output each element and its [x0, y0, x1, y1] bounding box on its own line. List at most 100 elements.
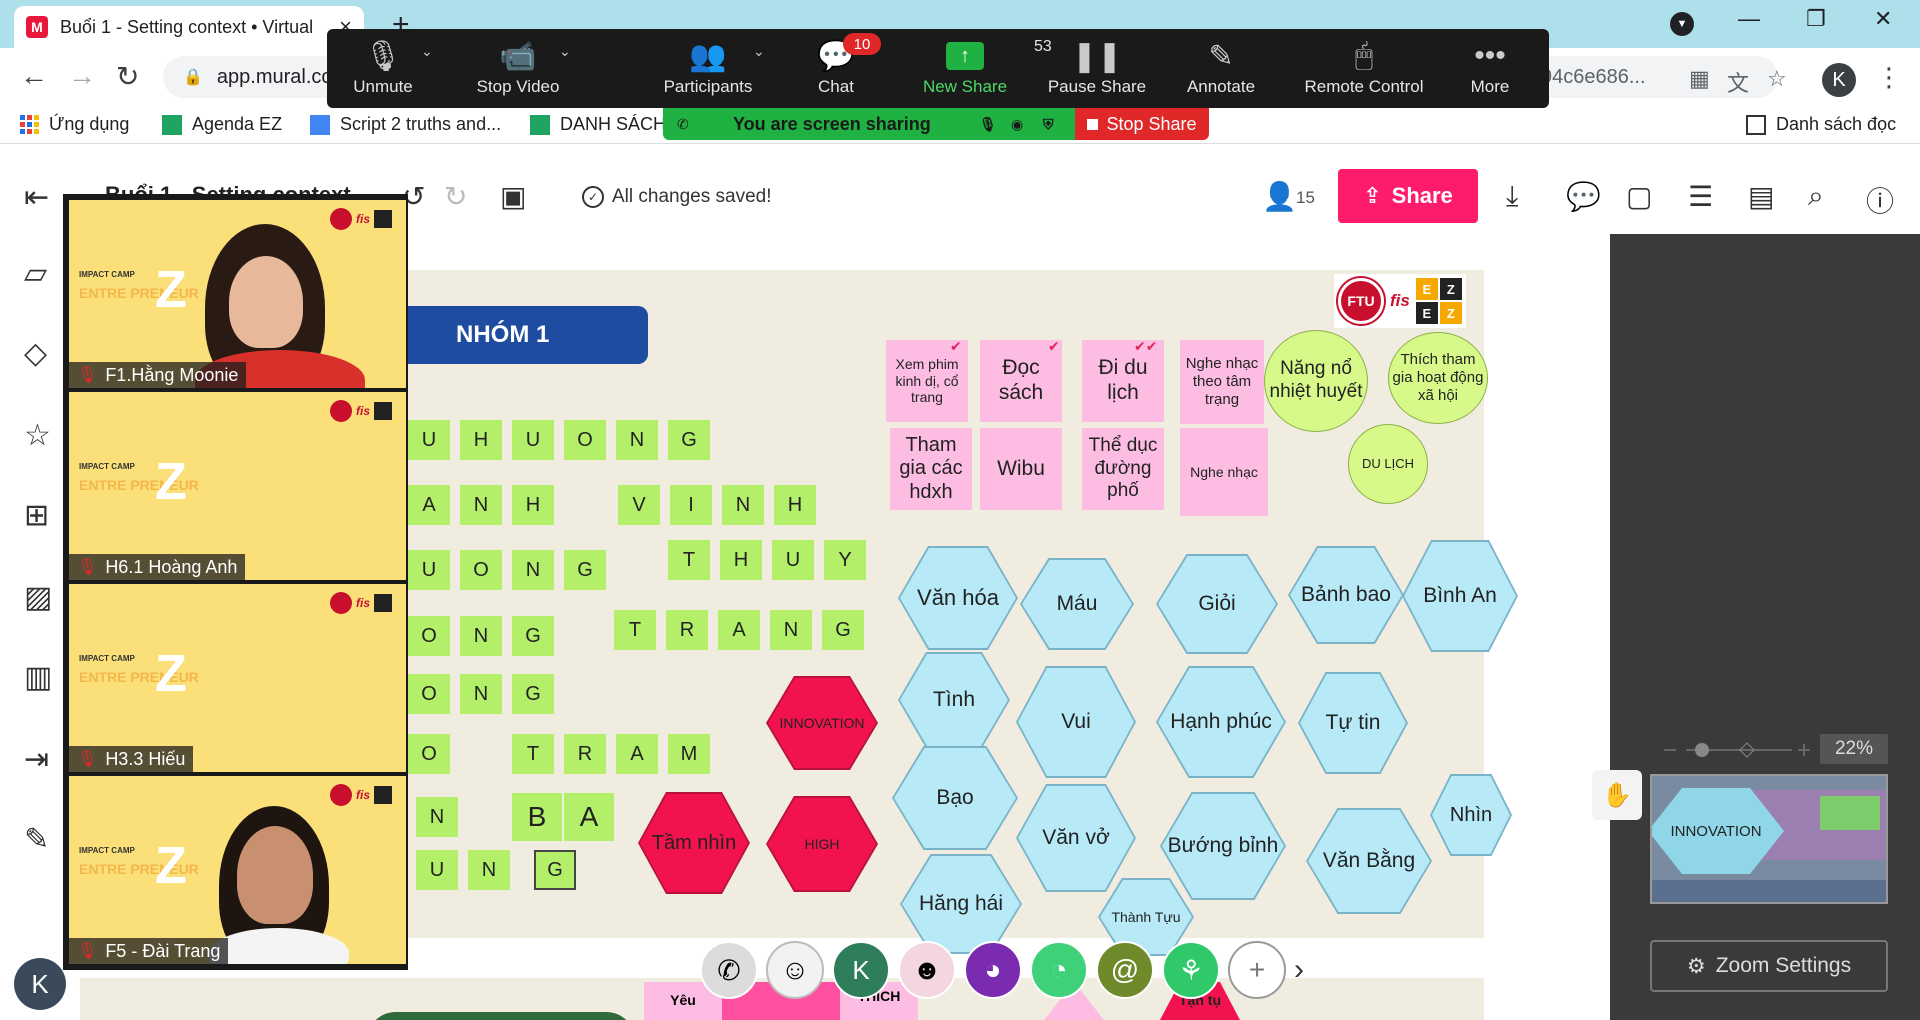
letter-tile[interactable]: O [408, 734, 450, 774]
translate-icon[interactable]: 文 [1727, 71, 1750, 96]
letter-tile[interactable]: V [618, 485, 660, 525]
unmute-button[interactable]: 🎙 Unmute [347, 35, 419, 97]
tab-search-icon[interactable]: ▼ [1670, 12, 1694, 36]
hex-note[interactable]: Giỏi [1156, 554, 1278, 654]
letter-tile[interactable]: A [408, 485, 450, 525]
letter-tile[interactable]: G [512, 616, 554, 656]
share-button[interactable]: ⇪ Share [1338, 169, 1478, 223]
letter-tile[interactable]: R [564, 734, 606, 774]
zoom-slider[interactable] [1662, 738, 1892, 762]
video-tile[interactable]: IMPACT CAMP ENTRE PRENEUR Z fis 🎙 H6.1 H… [69, 392, 406, 580]
browser-tab[interactable]: M Buổi 1 - Setting context • Virtual × [14, 6, 364, 48]
phone-icon[interactable]: ✆ [700, 941, 758, 999]
reload-icon[interactable]: ↻ [116, 61, 140, 92]
circle-note[interactable]: Năng nổ nhiệt huyết [1264, 330, 1368, 432]
sticky-note[interactable]: Đi du lịch [1082, 340, 1164, 422]
pen-icon[interactable]: ✎ [24, 823, 50, 856]
new-share-button[interactable]: ↑ New Share [913, 35, 1017, 97]
hex-note-red[interactable]: Tầm nhìn [638, 792, 750, 894]
timer-icon[interactable]: ▣ [500, 181, 527, 212]
collaborator-photo-icon[interactable]: ☻ [898, 941, 956, 999]
letter-tile[interactable]: B [512, 793, 562, 841]
letter-tile[interactable]: O [460, 550, 502, 590]
letter-tile[interactable]: H [460, 420, 502, 460]
letter-tile[interactable]: G [534, 850, 576, 890]
letter-tile[interactable]: G [668, 420, 710, 460]
hex-note[interactable]: Bướng bỉnh [1160, 792, 1286, 900]
forward-icon[interactable]: → [68, 60, 96, 91]
letter-tile[interactable]: O [564, 420, 606, 460]
letter-tile[interactable]: N [416, 797, 458, 837]
bookmark-danh-sach[interactable]: DANH SÁCH [530, 114, 666, 135]
hex-note[interactable]: Hạnh phúc [1156, 666, 1286, 778]
video-tile[interactable]: IMPACT CAMP ENTRE PRENEUR Z fis 🎙 F1.Hằn… [69, 200, 406, 388]
letter-tile[interactable]: G [512, 674, 554, 714]
window-close-icon[interactable]: ✕ [1874, 6, 1893, 31]
hex-note-red[interactable]: INNOVATION [766, 676, 878, 770]
letter-tile[interactable]: Y [824, 540, 866, 580]
letter-tile[interactable]: G [564, 550, 606, 590]
qr-icon[interactable]: ▦ [1689, 66, 1710, 91]
hex-note[interactable]: Tình [898, 652, 1010, 748]
minimap[interactable]: INNOVATION [1650, 774, 1888, 904]
partial-group-title[interactable] [366, 1012, 636, 1020]
letter-tile[interactable]: T [512, 734, 554, 774]
circle-note[interactable]: DU LỊCH [1348, 424, 1428, 504]
sticky-note[interactable]: Nghe nhạc theo tâm trạng [1180, 340, 1264, 424]
screen-sharing-indicator[interactable]: ✆ You are screen sharing 🎙 ◉ ⛨ [663, 108, 1075, 140]
comments-icon[interactable]: 💬 [1566, 181, 1601, 212]
more-button[interactable]: ••• More [1463, 35, 1517, 97]
annotate-button[interactable]: ✎ Annotate [1177, 35, 1265, 97]
hex-note[interactable]: Văn Bằng [1306, 808, 1432, 914]
letter-tile[interactable]: N [770, 610, 812, 650]
hex-note[interactable]: Văn vở [1016, 784, 1136, 892]
star-icon[interactable]: ☆ [24, 419, 51, 452]
participants-button[interactable]: 👥 Participants [633, 35, 783, 97]
letter-tile[interactable]: N [468, 850, 510, 890]
hand-tool-icon[interactable]: ✋ [1592, 770, 1642, 820]
sticky-note[interactable]: Wibu [980, 428, 1062, 510]
letter-tile[interactable]: O [408, 616, 450, 656]
activity-icon[interactable]: ☰ [1688, 181, 1714, 212]
download-icon[interactable]: ⤓ [1506, 180, 1519, 211]
outline-icon[interactable]: ▤ [1748, 181, 1775, 212]
letter-tile[interactable]: H [774, 485, 816, 525]
sticky-note[interactable]: Nghe nhạc [1180, 428, 1268, 516]
bookmark-apps[interactable]: Ứng dụng [20, 114, 129, 135]
back-icon[interactable]: ← [20, 60, 48, 91]
letter-tile[interactable]: A [718, 610, 760, 650]
hex-note[interactable]: Bình An [1402, 540, 1518, 652]
chevron-down-icon[interactable]: ⌄ [559, 43, 571, 59]
image-icon[interactable]: ▨ [24, 581, 53, 614]
zoom-settings-button[interactable]: ⚙ Zoom Settings [1650, 940, 1888, 992]
redo-icon[interactable]: ↻ [444, 181, 468, 212]
letter-tile[interactable]: U [408, 420, 450, 460]
import-icon[interactable]: ⇥ [24, 743, 50, 776]
stop-share-button[interactable]: Stop Share [1075, 108, 1209, 140]
letter-tile[interactable]: M [668, 734, 710, 774]
sticky-note[interactable]: Tham gia các hdxh [890, 428, 972, 510]
video-gallery[interactable]: IMPACT CAMP ENTRE PRENEUR Z fis 🎙 F1.Hằn… [63, 194, 408, 970]
chat-bubble-icon[interactable]: ▢ [1626, 181, 1653, 212]
animal-avatar-icon[interactable]: ◕ [964, 941, 1022, 999]
letter-tile[interactable]: G [822, 610, 864, 650]
letter-tile[interactable]: T [668, 540, 710, 580]
bookmark-script[interactable]: Script 2 truths and... [310, 114, 501, 135]
letter-tile[interactable]: U [772, 540, 814, 580]
shapes-icon[interactable]: ◇ [24, 337, 48, 370]
letter-tile[interactable]: R [666, 610, 708, 650]
hex-note[interactable]: Vui [1016, 666, 1136, 778]
hex-note[interactable]: Tự tin [1298, 672, 1408, 774]
chevron-right-icon[interactable]: › [1294, 953, 1304, 986]
pause-share-button[interactable]: ❚❚ Pause Share [1043, 35, 1151, 97]
octopus-avatar-icon[interactable]: ⚘ [1162, 941, 1220, 999]
restore-icon[interactable]: ❐ [1806, 6, 1826, 31]
library-icon[interactable]: ▥ [24, 661, 53, 694]
snail-avatar-icon[interactable]: @ [1096, 941, 1154, 999]
animal-avatar-icon[interactable]: ◔ [1030, 941, 1088, 999]
video-tile[interactable]: IMPACT CAMP ENTRE PRENEUR Z fis 🎙 F5 - Đ… [69, 776, 406, 964]
bookmark-agenda[interactable]: Agenda EZ [162, 114, 282, 135]
letter-tile[interactable]: U [408, 550, 450, 590]
hex-note[interactable]: Bảnh bao [1288, 546, 1404, 644]
minimize-icon[interactable]: — [1738, 6, 1760, 31]
